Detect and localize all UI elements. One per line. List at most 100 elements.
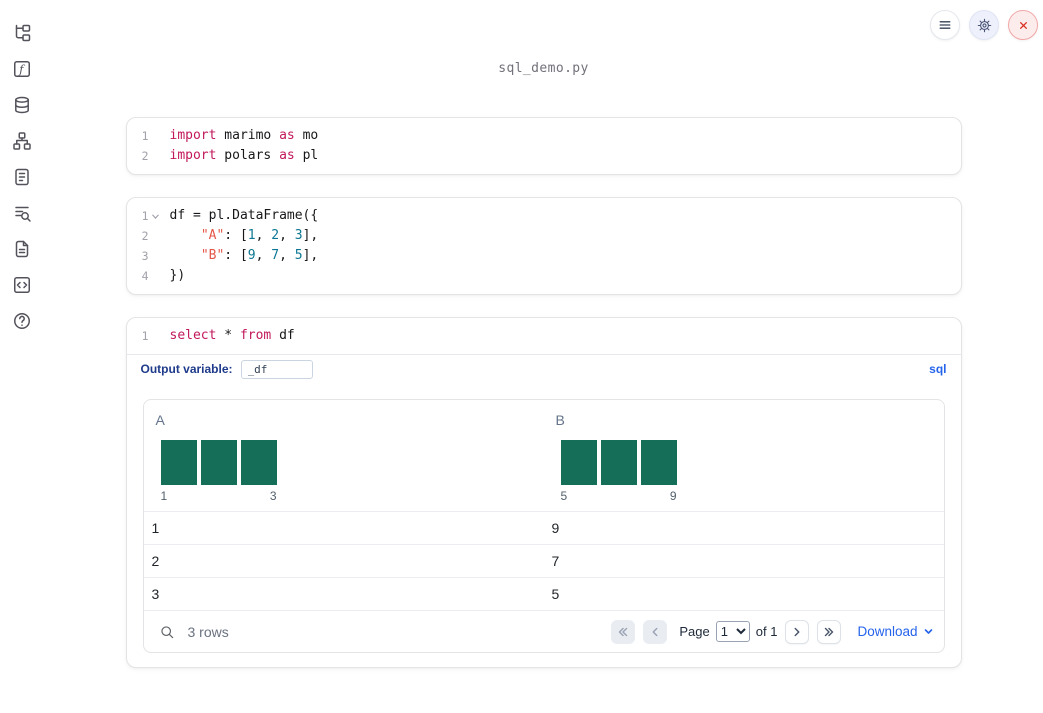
- code-text: "A": [1, 2, 3],: [200, 228, 319, 243]
- prev-page-button[interactable]: [643, 619, 668, 644]
- histogram-min-label: 1: [160, 489, 168, 503]
- documentation-icon: [15, 240, 29, 258]
- chevron-left-icon: [652, 627, 658, 636]
- column-histogram: [560, 440, 932, 485]
- code-editor[interactable]: 1 df = pl.DataFrame({2 "A": [1, 2, 3], 3 "…: [127, 198, 961, 294]
- line-number: 2: [141, 229, 149, 243]
- line-number: 1: [141, 329, 149, 343]
- code-line: 2 "A": [1, 2, 3],: [127, 226, 961, 246]
- code-text: }): [169, 268, 186, 283]
- search-button[interactable]: [154, 619, 180, 645]
- table-cell: 2: [151, 553, 160, 569]
- next-page-button[interactable]: [785, 619, 810, 644]
- output-variable-input[interactable]: [240, 359, 313, 379]
- page-label: Page: [679, 624, 710, 639]
- column-name[interactable]: A: [155, 412, 165, 428]
- histogram-bar: [240, 440, 277, 485]
- histogram-bar: [600, 440, 637, 485]
- sidebar-file-tree-button[interactable]: [12, 23, 32, 43]
- chevron-right-icon: [795, 627, 800, 636]
- histogram-bar: [560, 440, 597, 485]
- logs-search-icon: [15, 206, 31, 222]
- sidebar-functions-button[interactable]: f: [12, 59, 32, 79]
- histogram-bar: [200, 440, 237, 485]
- download-label: Download: [857, 624, 918, 639]
- code-cell-dataframe: 1 df = pl.DataFrame({2 "A": [1, 2, 3], 3 "…: [125, 197, 962, 295]
- page-select[interactable]: 1: [715, 621, 750, 642]
- gear-icon: [977, 18, 991, 32]
- code-line: 1 select * from df: [127, 326, 961, 346]
- table-cell: 3: [151, 586, 160, 602]
- code-text: import polars as pl: [169, 148, 319, 163]
- gutter-spacer: [149, 226, 162, 246]
- sidebar-logs-button[interactable]: [12, 203, 32, 223]
- chevrons-left-icon: [619, 627, 628, 636]
- first-page-button[interactable]: [611, 619, 636, 644]
- search-icon: [160, 625, 173, 638]
- help-icon: [14, 313, 30, 329]
- gutter-spacer: [149, 326, 162, 346]
- sidebar-documentation-button[interactable]: [12, 239, 32, 259]
- notebook-controls: [930, 10, 1038, 40]
- close-icon: [1019, 21, 1027, 29]
- sidebar-dependency-graph-button[interactable]: [12, 131, 32, 151]
- sidebar-datasources-button[interactable]: [12, 95, 32, 115]
- gutter-spacer: [149, 246, 162, 266]
- gutter-spacer: [149, 146, 162, 166]
- line-number: 4: [141, 269, 149, 283]
- table-cell: 5: [551, 586, 560, 602]
- fold-toggle-icon[interactable]: [149, 206, 162, 226]
- line-number: 2: [141, 149, 149, 163]
- close-button[interactable]: [1008, 10, 1038, 40]
- histogram-max-label: 9: [669, 489, 677, 503]
- sidebar-help-button[interactable]: [12, 311, 32, 331]
- last-page-button[interactable]: [817, 619, 842, 644]
- code-line: 4}): [127, 266, 961, 286]
- snippets-icon: [14, 277, 30, 293]
- notebook-filename[interactable]: sql_demo.py: [498, 61, 589, 76]
- row-count: 3 rows: [187, 623, 229, 640]
- gutter-spacer: [149, 126, 162, 146]
- table-cell: 1: [151, 520, 160, 536]
- histogram-min-label: 5: [560, 489, 568, 503]
- code-text: df = pl.DataFrame({: [169, 208, 319, 223]
- histogram-bar: [640, 440, 677, 485]
- line-number: 3: [141, 249, 149, 263]
- column-histogram: [160, 440, 532, 485]
- code-line: 3 "B": [9, 7, 5],: [127, 246, 961, 266]
- dependency-graph-icon: [13, 132, 31, 150]
- sidebar-snippets-button[interactable]: [12, 275, 32, 295]
- code-line: 2 import polars as pl: [127, 146, 961, 166]
- code-editor[interactable]: 1 import marimo as mo 2 import polars as pl: [127, 118, 961, 174]
- menu-button[interactable]: [930, 10, 960, 40]
- output-variable-row: Output variable: sql: [126, 354, 961, 383]
- code-text: select * from df: [169, 328, 295, 343]
- settings-button[interactable]: [969, 10, 999, 40]
- code-line: 1 df = pl.DataFrame({: [127, 206, 961, 226]
- sql-cell: 1 select * from df Output variable: sql A…: [125, 317, 962, 668]
- table-footer: 3 rows Page 1 of 1: [143, 610, 944, 652]
- sidebar-scratchpad-button[interactable]: [12, 167, 32, 187]
- histogram-max-label: 3: [269, 489, 277, 503]
- svg-text:f: f: [18, 62, 25, 76]
- column-name[interactable]: B: [555, 412, 565, 428]
- output-variable-label: Output variable:: [140, 362, 233, 376]
- sql-editor[interactable]: 1 select * from df: [127, 318, 961, 354]
- scratchpad-icon: [15, 168, 29, 186]
- table-column-header: A 1 3: [144, 400, 544, 511]
- language-badge: sql: [929, 362, 947, 376]
- table-cell: 9: [551, 520, 560, 536]
- helper-sidebar: f: [0, 0, 44, 713]
- chevron-down-icon: [924, 629, 932, 634]
- hamburger-icon: [939, 21, 951, 29]
- download-button[interactable]: Download: [857, 624, 933, 639]
- code-text: import marimo as mo: [169, 128, 319, 143]
